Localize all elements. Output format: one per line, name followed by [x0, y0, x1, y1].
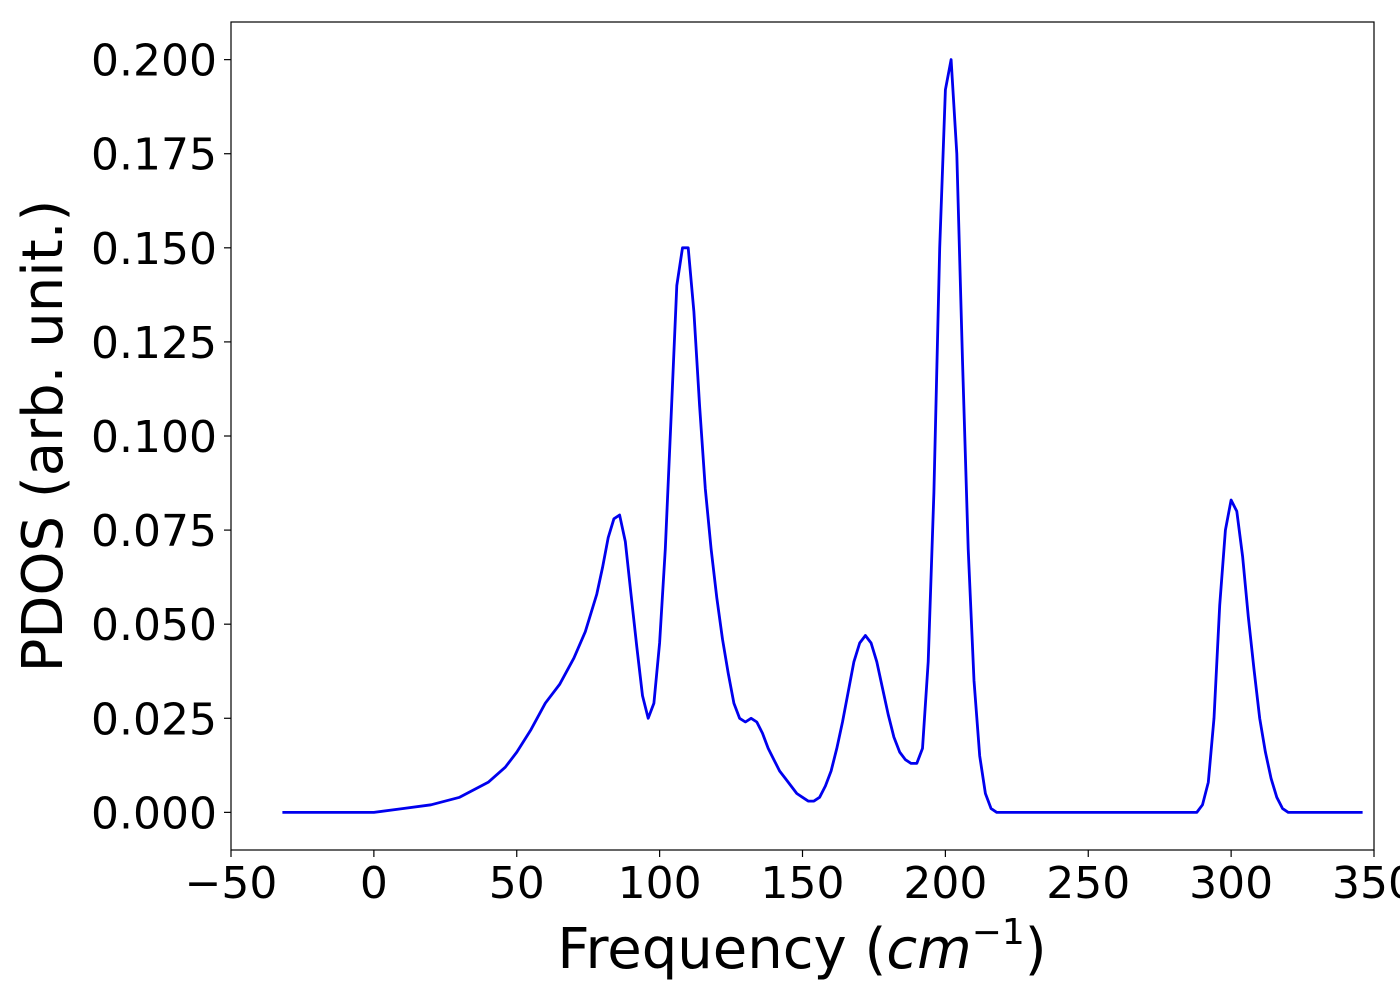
y-axis-label: PDOS (arb. unit.) — [11, 200, 76, 673]
x-tick-label: 0 — [360, 858, 388, 909]
y-tick-label: 0.025 — [91, 694, 217, 745]
pdos-series-line — [282, 58, 1363, 814]
x-axis-unit-base: cm — [886, 917, 971, 982]
x-tick-label: 250 — [1046, 858, 1130, 909]
x-tick-label: 150 — [761, 858, 845, 909]
x-tick-label: 300 — [1189, 858, 1273, 909]
y-tick-label: 0.175 — [91, 130, 217, 181]
plot-background — [231, 22, 1374, 850]
x-tick-label: 50 — [489, 858, 545, 909]
y-tick-label: 0.075 — [91, 506, 217, 557]
y-tick-label: 0.050 — [91, 600, 217, 651]
y-tick-label: 0.000 — [91, 788, 217, 839]
y-tick-label: 0.100 — [91, 412, 217, 463]
x-tick-label: 200 — [903, 858, 987, 909]
y-tick-label: 0.125 — [91, 318, 217, 369]
tick-labels: −50 0 50 100 150 200 250 300 350 0.000 0.025 0.050 0… — [91, 36, 1400, 909]
y-tick-label: 0.200 — [91, 36, 217, 87]
x-tick-label: −50 — [185, 858, 278, 909]
x-axis-unit-exp: −1 — [972, 912, 1025, 953]
plot-frame — [230, 21, 1375, 851]
x-tick-label: 100 — [618, 858, 702, 909]
y-tick-label: 0.150 — [91, 224, 217, 275]
x-tick-label: 350 — [1332, 858, 1400, 909]
x-axis-label: Frequency (cm−1) — [557, 912, 1046, 982]
x-axis-label-text: Frequency — [557, 917, 846, 982]
tick-marks — [224, 59, 1375, 857]
